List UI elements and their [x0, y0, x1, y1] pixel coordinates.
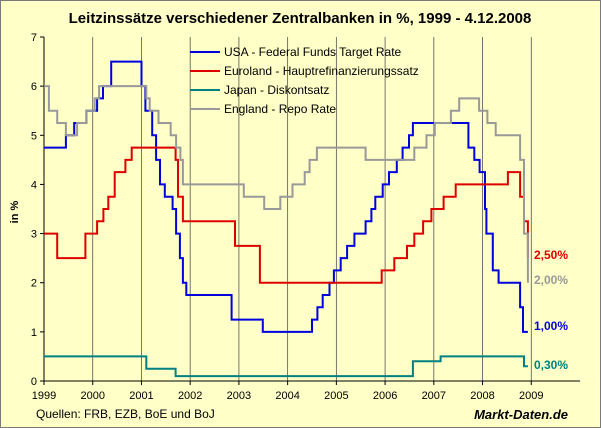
x-tick-label: 2009 [519, 390, 543, 402]
grid-layer [92, 37, 532, 381]
y-tick-label: 3 [31, 229, 37, 241]
x-tick-label: 2004 [275, 390, 299, 402]
source-note: Quellen: FRB, EZB, BoE und BoJ [36, 407, 215, 421]
y-tick-label: 0 [31, 376, 37, 388]
x-tick-label: 2001 [129, 390, 153, 402]
x-tick-label: 2008 [470, 390, 494, 402]
x-tick-label: 2003 [227, 390, 251, 402]
legend-label: USA - Federal Funds Target Rate [224, 45, 402, 59]
y-tick-label: 7 [31, 32, 37, 44]
x-tick-label: 2002 [178, 390, 202, 402]
series-line [44, 85, 529, 283]
brand-label: Markt-Daten.de [474, 407, 568, 422]
legend: USA - Federal Funds Target Rate Euroland … [190, 45, 419, 116]
y-tick-label: 2 [31, 278, 37, 290]
end-labels: 1,00% 2,50% 0,30% 2,00% [534, 248, 568, 372]
series-line [44, 146, 529, 284]
series-layer [44, 60, 529, 378]
x-tick-label: 2005 [324, 390, 348, 402]
y-tick-label: 1 [31, 327, 37, 339]
end-value-label: 2,50% [534, 248, 568, 262]
y-tick-label: 6 [31, 81, 37, 93]
end-value-label: 2,00% [534, 273, 568, 287]
x-tick-label: 2007 [422, 390, 446, 402]
y-axis-label: in % [9, 200, 21, 223]
chart-title: Leitzinssätze verschiedener Zentralbanke… [69, 10, 532, 27]
x-tick-label: 2006 [373, 390, 397, 402]
end-value-label: 1,00% [534, 319, 568, 333]
x-tick-label: 1999 [32, 390, 56, 402]
legend-label: England - Repo Rate [224, 102, 336, 116]
legend-label: Japan - Diskontsatz [224, 83, 329, 97]
y-tick-label: 5 [31, 130, 37, 142]
series-line [44, 355, 528, 378]
axis-layer: 0 1 2 3 4 5 6 7 1999 2000 2001 2002 2003 2004 2005 2006… [31, 32, 580, 402]
y-tick-label: 4 [31, 179, 37, 191]
x-tick-label: 2000 [80, 390, 104, 402]
end-value-label: 0,30% [534, 358, 568, 372]
legend-label: Euroland - Hauptrefinanzierungssatz [224, 64, 419, 78]
